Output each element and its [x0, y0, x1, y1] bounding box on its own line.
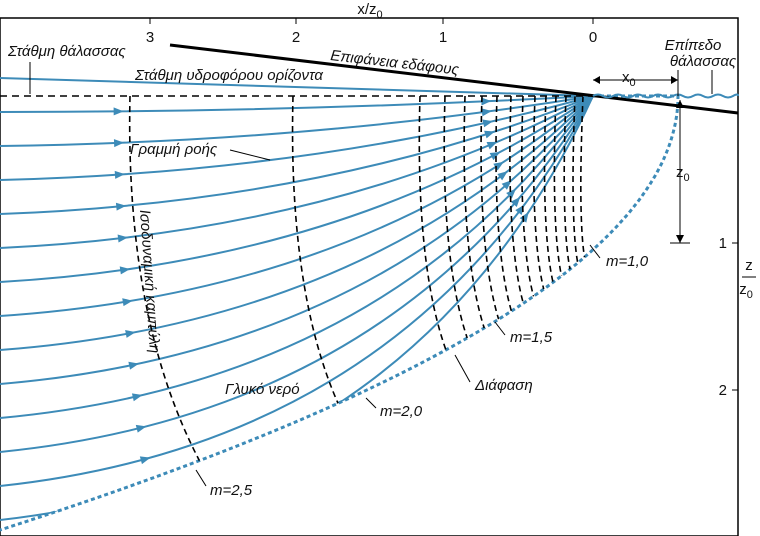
- label: θάλασσας: [670, 53, 737, 70]
- tick-label: 3: [146, 29, 154, 46]
- flow-line: [0, 96, 594, 487]
- label: Στάθμη υδροφόρου ορίζοντα: [134, 67, 323, 84]
- equipotential: [580, 95, 586, 258]
- y-axis-title: z0: [739, 281, 753, 301]
- flow-line: [0, 96, 594, 419]
- flow-arrow: [115, 202, 127, 211]
- axis-ticks: [149, 18, 738, 391]
- equipotential: [128, 95, 201, 461]
- flow-arrow: [113, 107, 124, 116]
- equipotential: [495, 95, 513, 312]
- equipotential: [463, 95, 485, 329]
- flow-line: [0, 96, 594, 249]
- flow-arrow: [122, 298, 133, 307]
- tick-label: 1: [439, 29, 447, 46]
- label: m=1,5: [510, 329, 553, 346]
- text: 0: [747, 289, 753, 301]
- flow-line: [0, 96, 594, 147]
- equipotential: [291, 95, 339, 404]
- flow-arrow: [131, 393, 143, 402]
- text: z: [676, 164, 684, 181]
- flow-arrow: [117, 234, 128, 243]
- flow-arrow: [113, 139, 125, 148]
- tick-label: 0: [589, 29, 597, 46]
- flow-arrow: [135, 424, 147, 433]
- flow-arrow: [139, 456, 151, 465]
- label: Στάθμη θάλασσας: [7, 43, 126, 60]
- leaders: [195, 149, 601, 487]
- flow-arrow: [519, 212, 529, 223]
- label: Διάφαση: [474, 377, 533, 394]
- label: Γλυκό νερό: [225, 381, 300, 398]
- flow-arrow: [144, 487, 155, 496]
- flow-arrow: [128, 361, 139, 370]
- label: m=2,5: [210, 482, 253, 499]
- flow-arrow: [501, 180, 512, 190]
- label: Γραμμή ροής: [130, 141, 218, 158]
- frame: [0, 17, 739, 536]
- text: 0: [684, 172, 690, 184]
- flow-arrow: [114, 170, 125, 179]
- flow-arrow: [510, 196, 521, 207]
- flow-arrow: [493, 161, 504, 171]
- equipotential: [509, 95, 525, 304]
- water-table: [0, 77, 594, 97]
- flow-arrow: [482, 119, 494, 128]
- text: 0: [377, 9, 383, 21]
- x-axis-title: x/z0: [357, 1, 382, 21]
- flow-line: [0, 96, 594, 283]
- ground-surface: [169, 43, 739, 115]
- equipotential: [543, 95, 554, 283]
- flow-arrow: [119, 266, 131, 275]
- flow-arrow: [486, 141, 498, 150]
- flow-line: [0, 96, 594, 351]
- tick-label: 2: [719, 382, 727, 399]
- flow-arrow: [506, 188, 517, 199]
- flow-line: [0, 96, 594, 215]
- flow-arrow: [481, 108, 492, 117]
- y-axis-title: z: [745, 257, 753, 274]
- sea-surface: [592, 93, 739, 99]
- label: m=1,0: [606, 253, 649, 270]
- interface: [0, 94, 680, 532]
- tick-label: 1: [719, 235, 727, 252]
- text: z: [739, 281, 747, 298]
- equipotential: [418, 95, 447, 351]
- flow-line: [0, 96, 594, 385]
- flow-arrow: [484, 130, 495, 139]
- equipotential: [480, 95, 500, 320]
- text: x: [622, 69, 630, 86]
- flow-line: [0, 96, 594, 317]
- label: Επίπεδο: [665, 37, 722, 54]
- flow-arrow: [481, 97, 492, 106]
- equipotential: [563, 95, 571, 270]
- flow-arrow: [497, 171, 508, 181]
- label: z0: [676, 164, 690, 184]
- flow-line: [0, 96, 594, 181]
- equipotential: [443, 95, 468, 339]
- equipotential: [532, 95, 545, 290]
- equipotential: [572, 95, 579, 264]
- label: Επιφάνεια εδάφους: [330, 47, 461, 79]
- text: 0: [630, 77, 636, 89]
- label: x0: [622, 69, 636, 89]
- flow-arrow: [489, 151, 501, 161]
- clipped-flow: [0, 96, 594, 521]
- text: x/z: [357, 1, 376, 18]
- flow-net: [0, 94, 680, 532]
- flow-arrow: [125, 330, 136, 338]
- label: m=2,0: [380, 403, 423, 420]
- equipotential: [520, 95, 535, 297]
- tick-label: 2: [292, 29, 300, 46]
